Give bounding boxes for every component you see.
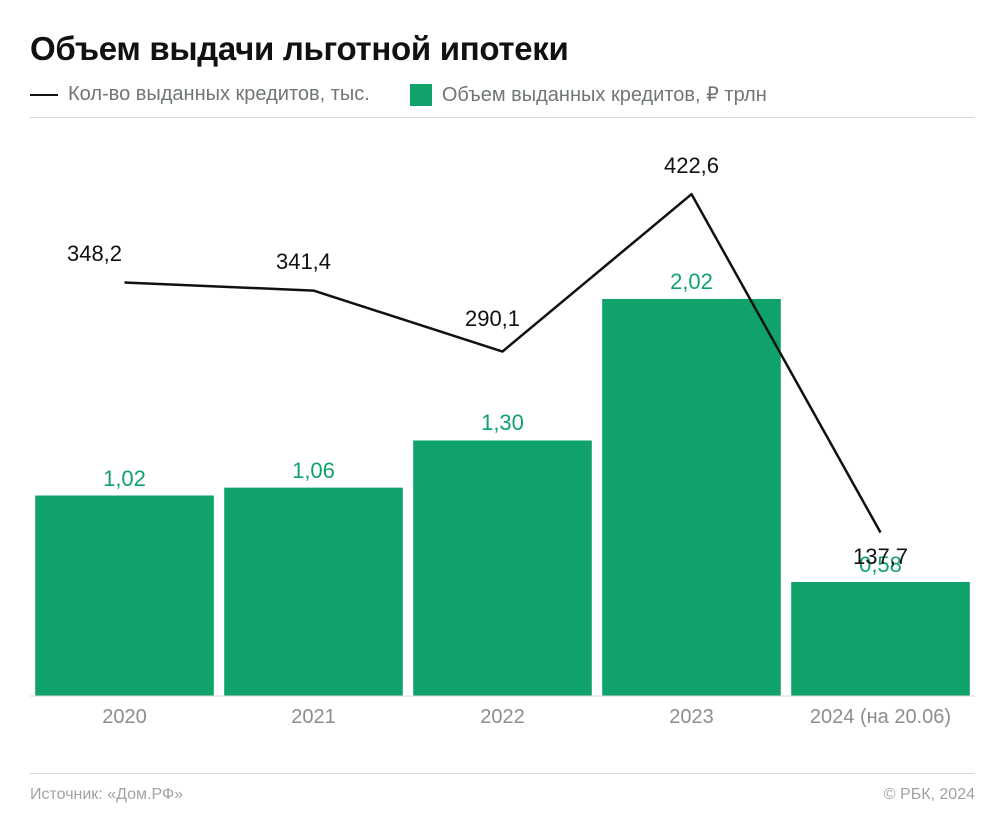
line-value-label: 348,2 bbox=[67, 241, 122, 267]
source-text: Источник: «Дом.РФ» bbox=[30, 786, 183, 804]
bar-value-label: 1,02 bbox=[103, 466, 146, 492]
legend: Кол-во выданных кредитов, тыс. Объем выд… bbox=[30, 82, 975, 107]
divider-top bbox=[30, 117, 975, 118]
chart-plot: 1,021,061,302,020,58348,2341,4290,1422,6… bbox=[30, 126, 975, 736]
line-value-label: 137,7 bbox=[853, 544, 908, 570]
x-axis-label: 2021 bbox=[291, 706, 336, 729]
bar bbox=[791, 582, 970, 696]
line-value-label: 341,4 bbox=[276, 249, 331, 275]
bar bbox=[35, 496, 214, 696]
bar bbox=[224, 488, 403, 696]
chart-title: Объем выдачи льготной ипотеки bbox=[30, 30, 975, 68]
bar-value-label: 2,02 bbox=[670, 269, 713, 295]
bar bbox=[413, 440, 592, 696]
footer: Источник: «Дом.РФ» © РБК, 2024 bbox=[30, 773, 975, 804]
legend-line-label: Кол-во выданных кредитов, тыс. bbox=[68, 83, 370, 106]
legend-bar: Объем выданных кредитов, ₽ трлн bbox=[410, 82, 767, 107]
legend-bar-swatch bbox=[410, 84, 432, 106]
copyright-text: © РБК, 2024 bbox=[884, 786, 975, 804]
line-value-label: 290,1 bbox=[465, 306, 520, 332]
bar-value-label: 1,30 bbox=[481, 410, 524, 436]
x-axis-label: 2023 bbox=[669, 706, 714, 729]
x-axis-label: 2022 bbox=[480, 706, 525, 729]
legend-line-swatch bbox=[30, 94, 58, 96]
bar-value-label: 1,06 bbox=[292, 458, 335, 484]
line-value-label: 422,6 bbox=[664, 153, 719, 179]
x-axis-label: 2024 (на 20.06) bbox=[810, 706, 951, 729]
x-axis-label: 2020 bbox=[102, 706, 147, 729]
legend-line: Кол-во выданных кредитов, тыс. bbox=[30, 83, 370, 106]
bar bbox=[602, 299, 781, 696]
legend-bar-label: Объем выданных кредитов, ₽ трлн bbox=[442, 82, 767, 107]
